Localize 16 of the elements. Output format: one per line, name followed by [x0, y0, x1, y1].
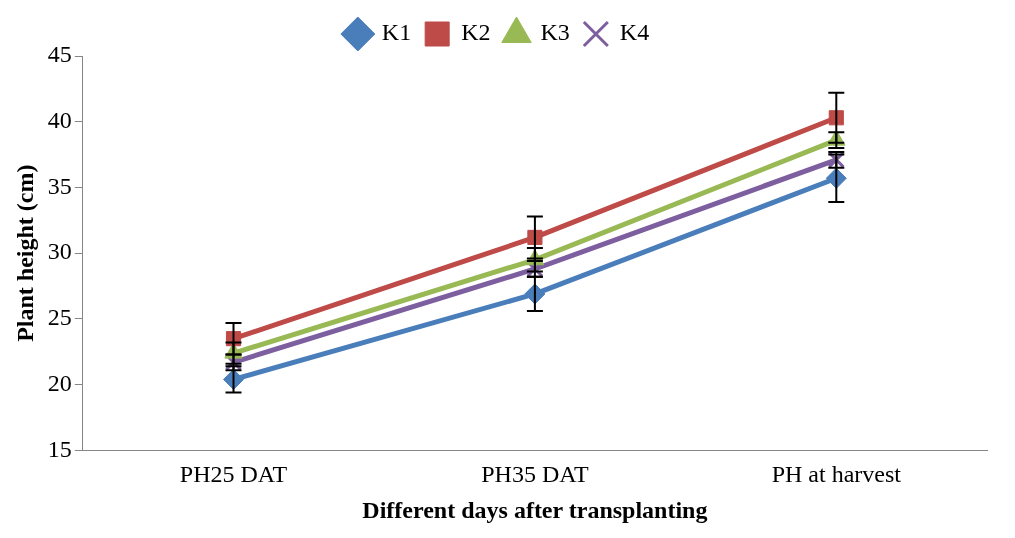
legend-label: K1 — [381, 19, 412, 46]
legend-label: K2 — [461, 19, 491, 46]
x-tick-label: PH35 DAT — [481, 461, 589, 488]
x-axis-title: Different days after transplanting — [362, 496, 708, 523]
legend-label: K4 — [619, 19, 650, 46]
y-tick-label: 30 — [47, 238, 72, 265]
y-tick-label: 15 — [47, 435, 72, 462]
y-tick-label: 45 — [47, 41, 72, 68]
x-tick-label: PH at harvest — [771, 461, 902, 488]
y-tick-label: 35 — [47, 172, 72, 199]
y-axis-title: Plant height (cm) — [11, 164, 38, 342]
y-tick-label: 40 — [47, 107, 72, 134]
x-tick-label: PH25 DAT — [179, 461, 288, 488]
legend-label: K3 — [540, 19, 570, 46]
y-tick-label: 20 — [47, 369, 72, 396]
y-tick-label: 25 — [47, 304, 72, 331]
